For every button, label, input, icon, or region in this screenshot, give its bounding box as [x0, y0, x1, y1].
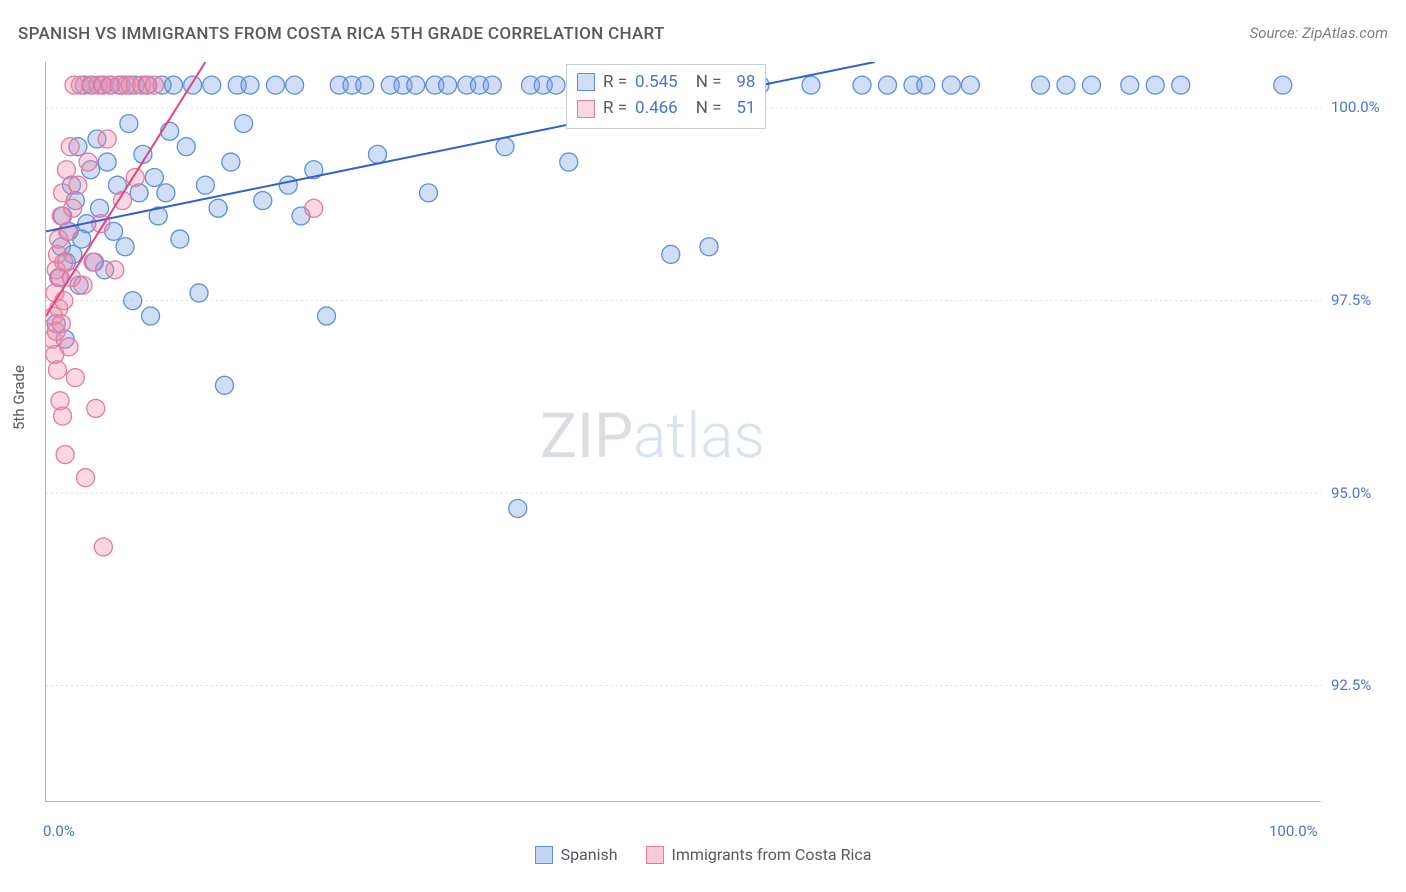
- stats-row: R = 0.545 N = 98: [577, 69, 755, 95]
- y-axis-label: 5th Grade: [10, 365, 28, 430]
- legend-label-costa-rica: Immigrants from Costa Rica: [672, 845, 872, 864]
- y-tick-label: 92.5%: [1331, 676, 1371, 694]
- stats-r-value: 0.466: [635, 95, 678, 121]
- chart-title: SPANISH VS IMMIGRANTS FROM COSTA RICA 5T…: [18, 24, 665, 44]
- stats-n-label: N =: [696, 95, 722, 121]
- stats-r-label: R =: [603, 69, 627, 95]
- swatch-spanish: [535, 846, 553, 864]
- source-label: Source: ZipAtlas.com: [1250, 24, 1388, 42]
- swatch-costa-rica: [646, 846, 664, 864]
- stats-swatch: [577, 100, 595, 118]
- bottom-legend: Spanish Immigrants from Costa Rica: [0, 845, 1406, 864]
- y-tick-label: 100.0%: [1331, 98, 1380, 116]
- stats-n-value: 98: [729, 69, 755, 95]
- legend-item-spanish: Spanish: [535, 845, 618, 864]
- stats-r-value: 0.545: [635, 69, 678, 95]
- stats-swatch: [577, 73, 595, 91]
- x-axis-end-label: 100.0%: [1269, 822, 1318, 840]
- stats-n-label: N =: [696, 69, 722, 95]
- stats-row: R = 0.466 N = 51: [577, 95, 755, 121]
- scatter-plot-svg: [46, 62, 1321, 801]
- y-tick-label: 95.0%: [1331, 484, 1371, 502]
- y-tick-label: 97.5%: [1331, 291, 1371, 309]
- legend-label-spanish: Spanish: [561, 845, 618, 864]
- plot-area: [45, 62, 1321, 802]
- legend-item-costa-rica: Immigrants from Costa Rica: [646, 845, 872, 864]
- stats-n-value: 51: [729, 95, 755, 121]
- x-axis-end-label: 0.0%: [43, 822, 75, 840]
- stats-legend-box: R = 0.545 N = 98 R = 0.466 N = 51: [566, 64, 766, 129]
- stats-r-label: R =: [603, 95, 627, 121]
